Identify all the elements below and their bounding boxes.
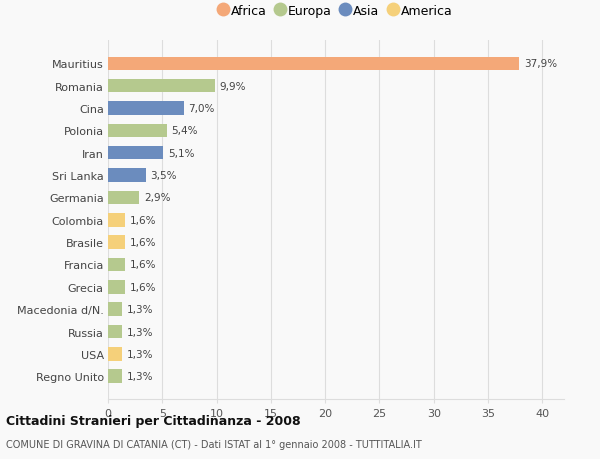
Text: Cittadini Stranieri per Cittadinanza - 2008: Cittadini Stranieri per Cittadinanza - 2… (6, 414, 301, 428)
Bar (108, 280, 125, 294)
Bar (108, 258, 125, 272)
Text: 1,3%: 1,3% (127, 304, 153, 314)
Bar (108, 80, 215, 93)
Text: 1,6%: 1,6% (130, 260, 156, 270)
Text: 1,3%: 1,3% (127, 371, 153, 381)
Bar (108, 124, 167, 138)
Bar (108, 236, 125, 249)
Text: 5,4%: 5,4% (171, 126, 197, 136)
Bar (108, 102, 184, 116)
Bar (108, 369, 122, 383)
Text: 1,3%: 1,3% (127, 327, 153, 337)
Text: 7,0%: 7,0% (188, 104, 215, 114)
Bar (108, 169, 146, 182)
Legend: Africa, Europa, Asia, America: Africa, Europa, Asia, America (220, 5, 452, 17)
Bar (108, 147, 163, 160)
Text: 3,5%: 3,5% (151, 171, 177, 181)
Text: 5,1%: 5,1% (168, 148, 194, 158)
Bar (108, 303, 122, 316)
Bar (108, 57, 520, 71)
Text: COMUNE DI GRAVINA DI CATANIA (CT) - Dati ISTAT al 1° gennaio 2008 - TUTTITALIA.I: COMUNE DI GRAVINA DI CATANIA (CT) - Dati… (6, 440, 422, 449)
Bar (108, 325, 122, 338)
Text: 1,6%: 1,6% (130, 282, 156, 292)
Text: 9,9%: 9,9% (220, 82, 247, 91)
Text: 37,9%: 37,9% (524, 59, 557, 69)
Bar (108, 213, 125, 227)
Text: 1,6%: 1,6% (130, 238, 156, 247)
Bar (108, 191, 139, 205)
Text: 1,3%: 1,3% (127, 349, 153, 359)
Text: 1,6%: 1,6% (130, 215, 156, 225)
Text: 2,9%: 2,9% (144, 193, 170, 203)
Bar (108, 347, 122, 361)
